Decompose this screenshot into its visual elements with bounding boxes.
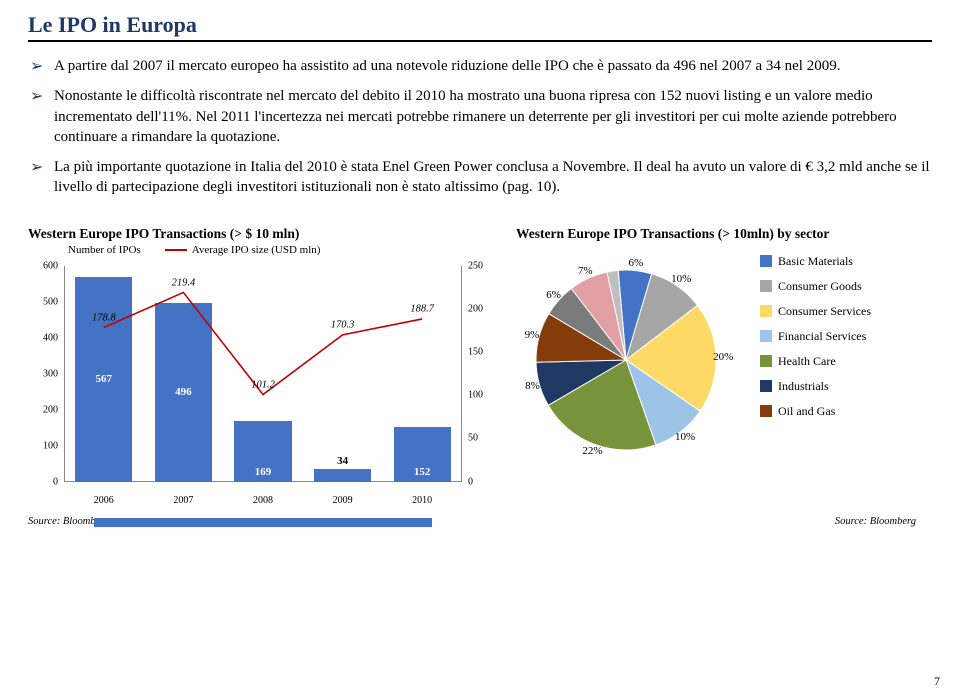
legend-swatch (760, 255, 772, 267)
pie-legend-item: Financial Services (760, 329, 871, 344)
pie-slice-label: 20% (713, 351, 733, 363)
pie-slice-label: 22% (582, 445, 602, 457)
x-axis: 20062007200820092010 (64, 495, 462, 506)
legend-line-swatch (165, 249, 187, 251)
legend-label: Consumer Goods (778, 279, 862, 294)
pie-svg (516, 250, 736, 470)
pie-legend-item: Industrials (760, 379, 871, 394)
title-underline (28, 40, 932, 42)
y-right-tick: 100 (468, 390, 498, 401)
y-left-tick: 100 (28, 440, 58, 451)
legend-label: Financial Services (778, 329, 866, 344)
line-series (64, 266, 462, 482)
y-right-tick: 200 (468, 303, 498, 314)
bullet-list: A partire dal 2007 il mercato europeo ha… (28, 56, 932, 198)
pie-chart-title: Western Europe IPO Transactions (> 10mln… (516, 226, 916, 242)
x-tick-label: 2006 (64, 495, 144, 506)
page-number: 7 (934, 674, 940, 689)
legend-label: Consumer Services (778, 304, 871, 319)
y-axis-left: 0100200300400500600 (28, 266, 62, 482)
y-left-tick: 0 (28, 476, 58, 487)
bar-line-chart: Western Europe IPO Transactions (> $ 10 … (28, 226, 498, 527)
plot-area: 0100200300400500600 050100150200250 5674… (64, 266, 462, 482)
legend-label: Basic Materials (778, 254, 853, 269)
charts-row: Western Europe IPO Transactions (> $ 10 … (28, 226, 932, 527)
pie-slice-label: 10% (675, 431, 695, 443)
y-left-tick: 200 (28, 404, 58, 415)
bullet-item: Nonostante le difficoltà riscontrate nel… (28, 86, 932, 147)
line-value-label: 188.7 (410, 304, 434, 315)
line-value-label: 178.8 (92, 313, 116, 324)
y-right-tick: 0 (468, 476, 498, 487)
bar-chart-title: Western Europe IPO Transactions (> $ 10 … (28, 226, 498, 242)
pie-legend-item: Health Care (760, 354, 871, 369)
slide-title: Le IPO in Europa (28, 12, 932, 38)
x-tick-label: 2008 (223, 495, 303, 506)
y-right-tick: 150 (468, 346, 498, 357)
line-value-label: 219.4 (172, 278, 196, 289)
y-left-tick: 400 (28, 332, 58, 343)
bullet-item: A partire dal 2007 il mercato europeo ha… (28, 56, 932, 76)
legend-swatch (760, 280, 772, 292)
pie-chart-source: Source: Bloomberg (835, 516, 916, 527)
y-right-tick: 50 (468, 433, 498, 444)
pie-legend: Basic Materials Consumer Goods Consumer Se… (760, 254, 871, 429)
pie-legend-item: Consumer Goods (760, 279, 871, 294)
legend-line: Average IPO size (USD mln) (165, 244, 321, 256)
pie-slice-label: 6% (546, 289, 561, 301)
pie-area: 6% 10% 20% 10% 22% 8% 9% 6% 7% (516, 250, 736, 470)
y-left-tick: 300 (28, 368, 58, 379)
pie-legend-item: Oil and Gas (760, 404, 871, 419)
x-tick-label: 2010 (382, 495, 462, 506)
y-axis-right: 050100150200250 (464, 266, 498, 482)
line-value-label: 170.3 (331, 320, 355, 331)
pie-legend-item: Basic Materials (760, 254, 871, 269)
pie-chart: Western Europe IPO Transactions (> 10mln… (516, 226, 916, 527)
legend-label: Health Care (778, 354, 836, 369)
line-value-label: 101.2 (251, 380, 275, 391)
pie-slice-label: 8% (525, 380, 540, 392)
bar-chart-legend: Number of IPOs Average IPO size (USD mln… (28, 244, 498, 256)
x-tick-label: 2007 (144, 495, 224, 506)
legend-line-label: Average IPO size (USD mln) (192, 244, 321, 256)
pie-slice-label: 6% (628, 257, 643, 269)
chart-area: 0100200300400500600 050100150200250 5674… (28, 260, 498, 510)
y-left-tick: 500 (28, 296, 58, 307)
legend-bar-swatch (94, 518, 432, 527)
pie-slice-label: 9% (525, 329, 540, 341)
legend-label: Oil and Gas (778, 404, 835, 419)
bullet-item: La più importante quotazione in Italia d… (28, 157, 932, 198)
y-left-tick: 600 (28, 260, 58, 271)
legend-bar-label: Number of IPOs (68, 244, 141, 256)
x-tick-label: 2009 (303, 495, 383, 506)
pie-legend-item: Consumer Services (760, 304, 871, 319)
legend-swatch (760, 330, 772, 342)
y-right-tick: 250 (468, 260, 498, 271)
pie-slice-label: 10% (671, 273, 691, 285)
legend-swatch (760, 305, 772, 317)
legend-swatch (760, 380, 772, 392)
legend-swatch (760, 405, 772, 417)
legend-label: Industrials (778, 379, 829, 394)
pie-slice-label: 7% (578, 265, 593, 277)
legend-swatch (760, 355, 772, 367)
legend-bar: Number of IPOs (68, 244, 141, 256)
